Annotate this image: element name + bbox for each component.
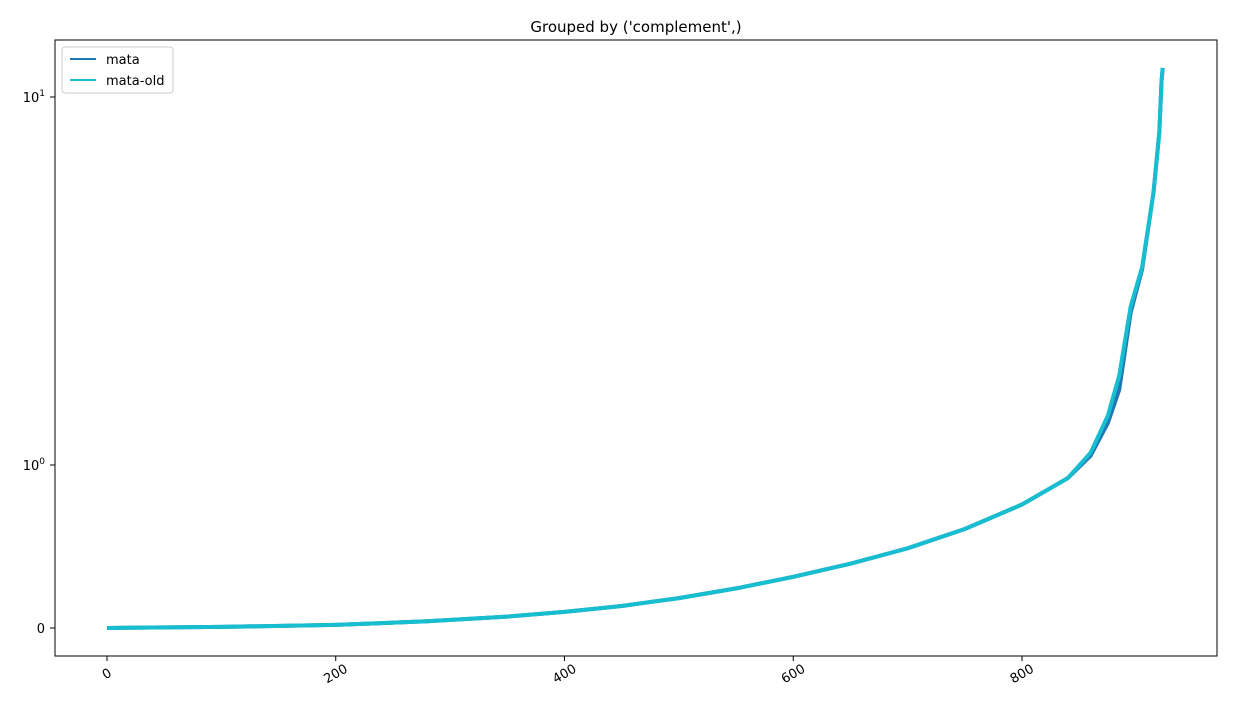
legend: mata mata-old <box>61 46 174 94</box>
y-tick-base: 10 <box>23 91 40 106</box>
y-tick-label: 101 <box>23 89 45 106</box>
legend-label: mata-old <box>106 74 164 89</box>
y-tick-label: 100 <box>23 457 46 474</box>
y-tick-exponent: 1 <box>39 89 45 99</box>
series-layer <box>106 67 1165 630</box>
legend-label: mata <box>106 53 140 68</box>
y-tick-label: 0 <box>37 622 45 637</box>
plot-frame <box>54 39 1218 657</box>
y-tick-exponent: 0 <box>39 457 45 467</box>
y-tick-base: 10 <box>23 459 40 474</box>
series-line-mata-old <box>106 67 1165 630</box>
chart-title: Grouped by ('complement',) <box>530 18 741 36</box>
